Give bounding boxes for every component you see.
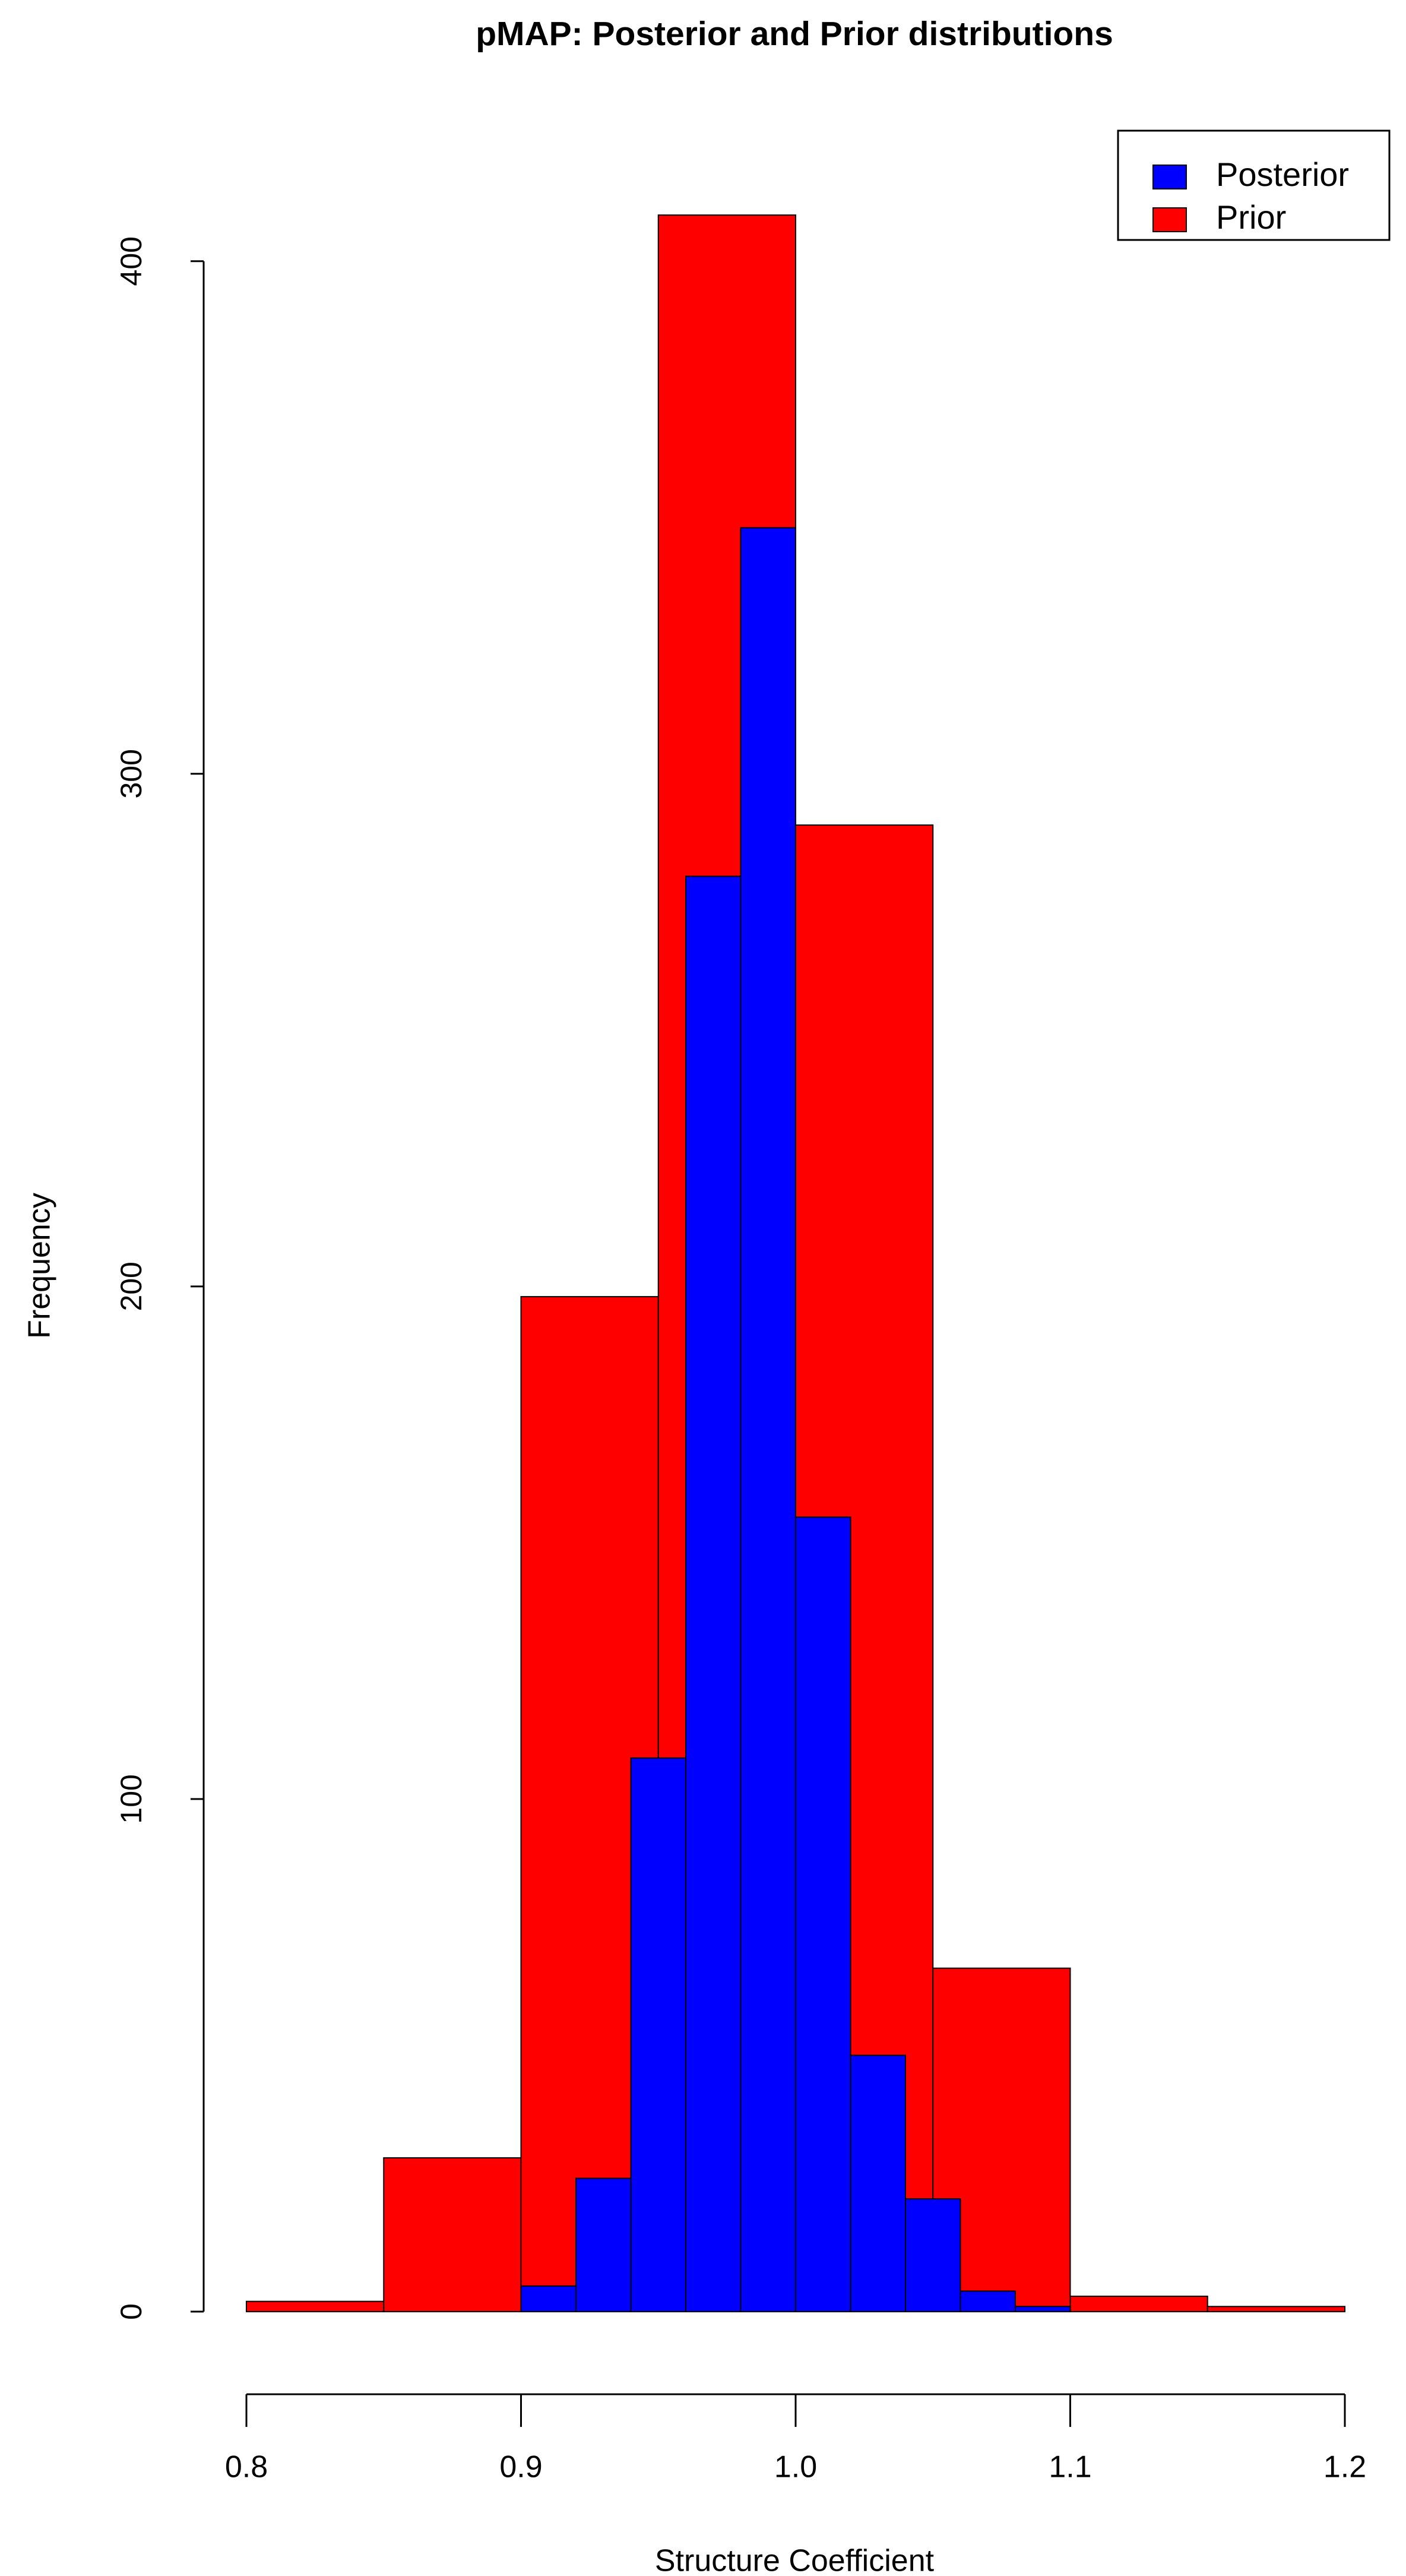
x-axis-label: Structure Coefficient	[655, 2544, 935, 2576]
y-tick-label: 300	[115, 749, 148, 798]
histogram-bar	[685, 875, 742, 2312]
histogram-bar	[850, 2055, 906, 2312]
x-tick-label: 1.0	[774, 2450, 817, 2485]
histogram-bar	[795, 1516, 851, 2312]
y-tick-label: 400	[115, 236, 148, 286]
x-tick-label: 1.1	[1049, 2450, 1091, 2485]
histogram-bar	[1206, 2306, 1345, 2312]
histogram-bar	[1015, 2306, 1071, 2312]
y-tick-label: 0	[115, 2303, 148, 2320]
legend-swatch	[1152, 207, 1187, 232]
histogram-bar	[383, 2157, 522, 2312]
x-tick-label: 1.2	[1323, 2450, 1366, 2485]
histogram-bar	[246, 2300, 385, 2312]
histogram-bar	[575, 2177, 632, 2312]
histogram-bar	[1069, 2296, 1208, 2312]
legend-label: Posterior	[1216, 156, 1349, 193]
histogram-bar	[960, 2290, 1016, 2312]
chart-title: pMAP: Posterior and Prior distributions	[476, 15, 1113, 53]
y-axis-label: Frequency	[23, 1193, 57, 1339]
y-tick-label: 100	[115, 1774, 148, 1823]
histogram-bar	[740, 527, 796, 2312]
x-tick-label: 0.8	[225, 2450, 268, 2485]
histogram-bar	[630, 1757, 686, 2312]
legend-swatch	[1152, 165, 1187, 189]
y-tick-label: 200	[115, 1262, 148, 1311]
histogram-bar	[520, 2285, 577, 2312]
x-tick-label: 0.9	[499, 2450, 542, 2485]
legend-label: Prior	[1216, 198, 1286, 236]
histogram-bar	[905, 2198, 961, 2312]
